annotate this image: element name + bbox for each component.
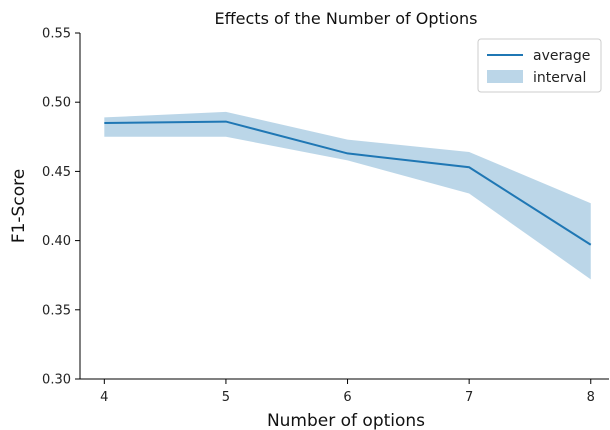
legend: average interval (477, 38, 602, 93)
legend-interval-swatch (487, 70, 523, 83)
x-tick-label: 8 (587, 390, 595, 405)
x-ticks: 4 5 6 7 8 (100, 379, 595, 405)
legend-interval-label: interval (533, 70, 586, 86)
x-axis-title: Number of options (267, 411, 425, 430)
x-tick-label: 6 (343, 390, 351, 405)
y-tick-label: 0.50 (42, 96, 71, 111)
y-tick-label: 0.40 (42, 234, 71, 249)
interval-band (104, 111, 591, 280)
x-tick-label: 4 (100, 390, 108, 405)
y-axis-title: F1-Score (9, 169, 29, 243)
plot-area (104, 111, 592, 280)
y-ticks: 0.30 0.35 0.40 0.45 0.50 0.55 (42, 27, 80, 388)
average-line (104, 120, 592, 246)
y-tick-label: 0.35 (42, 303, 71, 318)
y-tick-label: 0.30 (42, 373, 71, 388)
legend-box (477, 38, 602, 93)
legend-average-label: average (533, 48, 590, 64)
y-tick-label: 0.45 (42, 165, 71, 180)
chart-title: Effects of the Number of Options (215, 9, 478, 28)
x-tick-label: 7 (465, 390, 473, 405)
x-tick-label: 5 (222, 390, 230, 405)
y-tick-label: 0.55 (42, 27, 71, 42)
